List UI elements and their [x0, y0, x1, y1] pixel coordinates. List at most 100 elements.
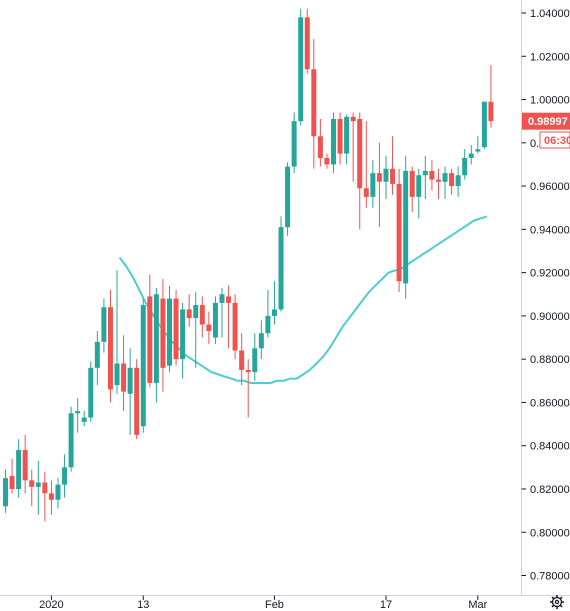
- plot-area[interactable]: [0, 0, 521, 595]
- candle-body: [245, 369, 251, 373]
- candle[interactable]: [455, 166, 461, 197]
- candle[interactable]: [121, 335, 127, 412]
- candle-body: [285, 166, 291, 228]
- candle[interactable]: [186, 294, 192, 327]
- candle-body: [88, 367, 94, 418]
- candle[interactable]: [285, 162, 291, 236]
- candle[interactable]: [48, 480, 54, 515]
- price-axis[interactable]: 1.040001.020001.000000.980000.960000.940…: [521, 8, 570, 583]
- candle[interactable]: [363, 121, 369, 208]
- candle[interactable]: [55, 478, 61, 509]
- candle[interactable]: [331, 112, 336, 174]
- candle-body: [442, 173, 448, 182]
- candle[interactable]: [212, 296, 218, 345]
- candle[interactable]: [481, 101, 487, 150]
- candle[interactable]: [271, 281, 277, 325]
- candle[interactable]: [488, 64, 494, 128]
- candle[interactable]: [127, 348, 133, 435]
- candle-body: [134, 367, 140, 435]
- candle-body: [317, 136, 323, 158]
- candle[interactable]: [304, 8, 310, 74]
- candle[interactable]: [468, 144, 474, 165]
- bar-countdown-marker: 06:30: [539, 131, 570, 149]
- candle[interactable]: [35, 460, 41, 515]
- candle[interactable]: [278, 216, 284, 312]
- y-tick-label: 0.96000: [530, 181, 570, 193]
- candle[interactable]: [193, 292, 199, 368]
- candle[interactable]: [81, 411, 87, 427]
- candle[interactable]: [16, 439, 22, 498]
- candle[interactable]: [3, 469, 8, 513]
- candle[interactable]: [337, 112, 343, 165]
- candle[interactable]: [298, 8, 304, 126]
- candle[interactable]: [252, 333, 258, 381]
- candle[interactable]: [94, 331, 100, 386]
- candle-body: [350, 116, 356, 122]
- candle[interactable]: [199, 296, 205, 338]
- candle[interactable]: [29, 469, 35, 507]
- candle[interactable]: [219, 287, 225, 338]
- candle[interactable]: [429, 160, 435, 191]
- candle[interactable]: [134, 359, 140, 440]
- candle[interactable]: [62, 454, 68, 498]
- candle[interactable]: [160, 279, 166, 392]
- candle[interactable]: [390, 136, 396, 195]
- candle[interactable]: [140, 298, 146, 433]
- candle[interactable]: [167, 285, 172, 373]
- candle[interactable]: [435, 168, 441, 200]
- candle[interactable]: [422, 155, 428, 200]
- candle[interactable]: [449, 168, 455, 195]
- candle[interactable]: [239, 333, 245, 386]
- candle[interactable]: [114, 270, 120, 394]
- candle-body: [344, 116, 350, 154]
- candle-body: [212, 302, 218, 338]
- candle[interactable]: [153, 287, 159, 403]
- candle[interactable]: [291, 112, 297, 174]
- candle[interactable]: [22, 434, 28, 494]
- candle[interactable]: [75, 398, 81, 433]
- candle[interactable]: [258, 320, 264, 360]
- candle[interactable]: [265, 289, 271, 338]
- candle[interactable]: [376, 142, 382, 228]
- candle[interactable]: [206, 311, 212, 345]
- candle[interactable]: [350, 112, 356, 182]
- candle[interactable]: [442, 166, 448, 200]
- candle[interactable]: [383, 155, 389, 200]
- countdown-label: 06:30: [544, 135, 570, 147]
- candle[interactable]: [180, 302, 186, 379]
- candles-layer: [3, 8, 494, 522]
- candle-body: [193, 305, 199, 319]
- candle[interactable]: [245, 359, 251, 418]
- candle[interactable]: [409, 166, 415, 213]
- candle[interactable]: [101, 298, 107, 353]
- candle-body: [35, 482, 41, 487]
- candle-body: [324, 157, 330, 165]
- candle[interactable]: [403, 155, 409, 299]
- time-axis[interactable]: 2020 13 Feb 17 Mar: [39, 595, 488, 611]
- candle[interactable]: [324, 153, 330, 169]
- candle[interactable]: [311, 38, 317, 169]
- candle-body: [331, 119, 336, 165]
- candle[interactable]: [475, 136, 481, 154]
- candle[interactable]: [147, 274, 153, 388]
- candle[interactable]: [396, 168, 402, 293]
- candle[interactable]: [462, 149, 468, 180]
- candle[interactable]: [42, 471, 48, 522]
- candle-body: [29, 480, 35, 487]
- candle-body: [81, 417, 87, 422]
- candle[interactable]: [232, 294, 238, 360]
- candle[interactable]: [107, 289, 113, 403]
- settings-gear-icon[interactable]: [550, 595, 564, 609]
- candle[interactable]: [344, 114, 350, 165]
- candle[interactable]: [317, 119, 323, 167]
- candle[interactable]: [357, 112, 363, 230]
- candle[interactable]: [88, 361, 94, 422]
- candle[interactable]: [9, 458, 15, 494]
- candle[interactable]: [68, 406, 74, 472]
- candle[interactable]: [370, 160, 376, 208]
- candle[interactable]: [173, 289, 179, 366]
- candle[interactable]: [416, 168, 422, 219]
- last-price-box: [522, 112, 570, 130]
- candle[interactable]: [226, 285, 232, 349]
